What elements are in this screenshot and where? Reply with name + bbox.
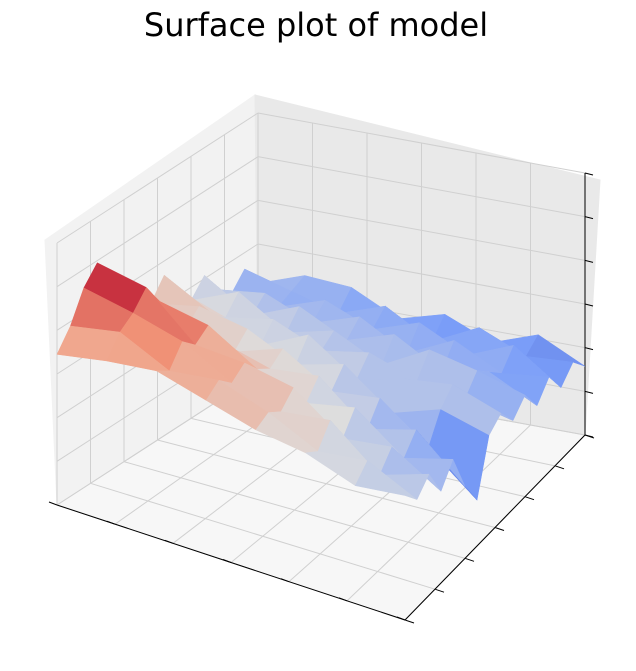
tick xyxy=(404,619,415,624)
tick xyxy=(584,172,594,176)
grid-line xyxy=(56,156,259,288)
tick xyxy=(494,527,505,531)
tick xyxy=(584,259,594,263)
tick xyxy=(584,434,595,439)
surface xyxy=(56,262,586,501)
tick xyxy=(434,588,445,593)
chart-title: Surface plot of model xyxy=(144,6,488,44)
axis-line xyxy=(56,504,406,621)
tick xyxy=(584,303,594,307)
grid-line xyxy=(257,156,586,218)
axis-line xyxy=(404,434,586,621)
grid-line xyxy=(257,112,586,174)
tick xyxy=(464,557,475,562)
tick xyxy=(584,390,594,394)
tick xyxy=(584,216,594,220)
surface-face xyxy=(354,460,418,500)
tick xyxy=(48,501,58,506)
tick xyxy=(524,496,535,501)
tick xyxy=(554,465,565,470)
tick xyxy=(584,347,594,351)
grid-line xyxy=(56,112,259,244)
